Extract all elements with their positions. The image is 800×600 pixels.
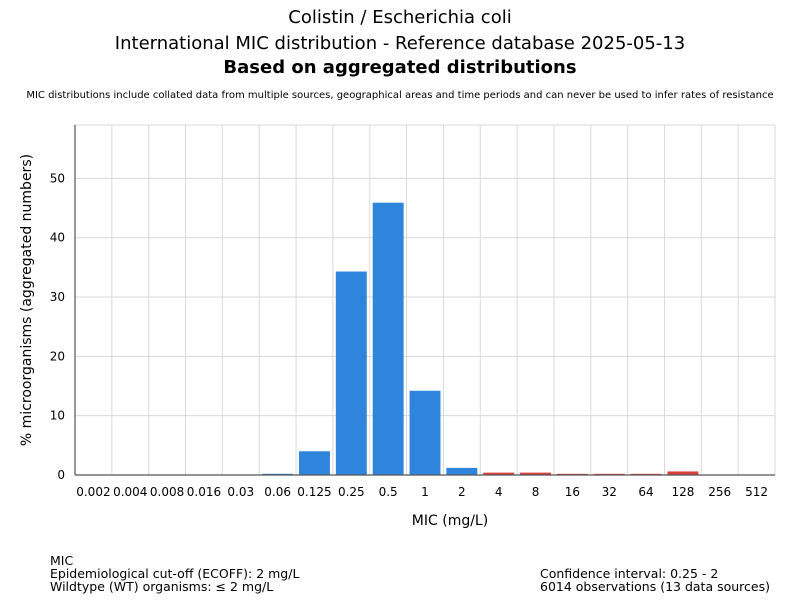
- bar-128: [667, 471, 699, 475]
- x-tick-label: 0.016: [187, 485, 221, 499]
- x-tick-label: 128: [671, 485, 694, 499]
- chart-title: Colistin / Escherichia coli: [288, 7, 512, 28]
- y-axis-title: % microorganisms (aggregated numbers): [19, 154, 35, 446]
- chart-subtitle: International MIC distribution - Referen…: [114, 33, 686, 54]
- y-tick-label: 50: [50, 171, 65, 185]
- bar-8: [520, 472, 551, 475]
- bar-2: [446, 467, 478, 475]
- x-tick-label: 1: [421, 485, 429, 499]
- x-tick-label: 16: [565, 485, 580, 499]
- y-tick-label: 30: [50, 290, 65, 304]
- x-tick-label: 32: [602, 485, 617, 499]
- x-tick-label: 0.004: [113, 485, 147, 499]
- disclaimer-note: MIC distributions include collated data …: [26, 90, 774, 101]
- x-tick-label: 0.002: [76, 485, 110, 499]
- footer-right: Confidence interval: 0.25 - 2 6014 obser…: [540, 567, 770, 593]
- footer-confidence-interval: Confidence interval: 0.25 - 2: [540, 566, 719, 581]
- x-tick-label: 512: [745, 485, 768, 499]
- x-tick-label: 256: [708, 485, 731, 499]
- footer-mic-label: MIC: [50, 553, 74, 568]
- chart-subtitle-bold: Based on aggregated distributions: [223, 57, 577, 78]
- y-tick-label: 20: [50, 349, 65, 363]
- footer-ecoff: Epidemiological cut-off (ECOFF): 2 mg/L: [50, 566, 300, 581]
- bar-4: [483, 472, 515, 475]
- x-tick-label: 0.03: [227, 485, 254, 499]
- y-tick-label: 10: [50, 409, 65, 423]
- x-tick-label: 0.06: [264, 485, 291, 499]
- bar-1: [409, 390, 441, 475]
- x-tick-label: 0.5: [379, 485, 398, 499]
- x-tick-label: 0.008: [150, 485, 184, 499]
- footer-observations: 6014 observations (13 data sources): [540, 579, 770, 594]
- bar-0.125: [299, 451, 330, 475]
- x-tick-label: 4: [495, 485, 503, 499]
- x-axis-title: MIC (mg/L): [412, 513, 488, 529]
- y-tick-label: 0: [57, 468, 65, 482]
- x-tick-label: 2: [458, 485, 466, 499]
- footer-left: MIC Epidemiological cut-off (ECOFF): 2 m…: [50, 554, 299, 593]
- x-tick-label: 8: [532, 485, 540, 499]
- x-tick-label: 0.125: [297, 485, 331, 499]
- bar-0.25: [335, 271, 367, 475]
- x-tick-label: 64: [638, 485, 653, 499]
- bar-0.5: [372, 202, 404, 476]
- x-tick-label: 0.25: [338, 485, 365, 499]
- y-tick-label: 40: [50, 231, 65, 245]
- footer-wildtype: Wildtype (WT) organisms: ≤ 2 mg/L: [50, 579, 274, 594]
